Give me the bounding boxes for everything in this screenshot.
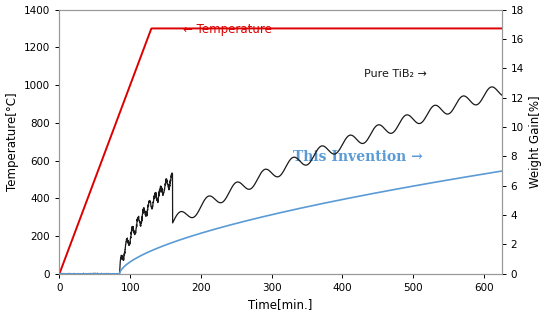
Text: This Invention →: This Invention → <box>293 150 423 164</box>
Text: ← Temperature: ← Temperature <box>183 23 272 36</box>
Y-axis label: Weight Gain[%]: Weight Gain[%] <box>529 95 543 188</box>
Y-axis label: Temperature[°C]: Temperature[°C] <box>5 92 19 191</box>
Text: Pure TiB₂ →: Pure TiB₂ → <box>364 69 426 79</box>
X-axis label: Time[min.]: Time[min.] <box>248 298 313 311</box>
